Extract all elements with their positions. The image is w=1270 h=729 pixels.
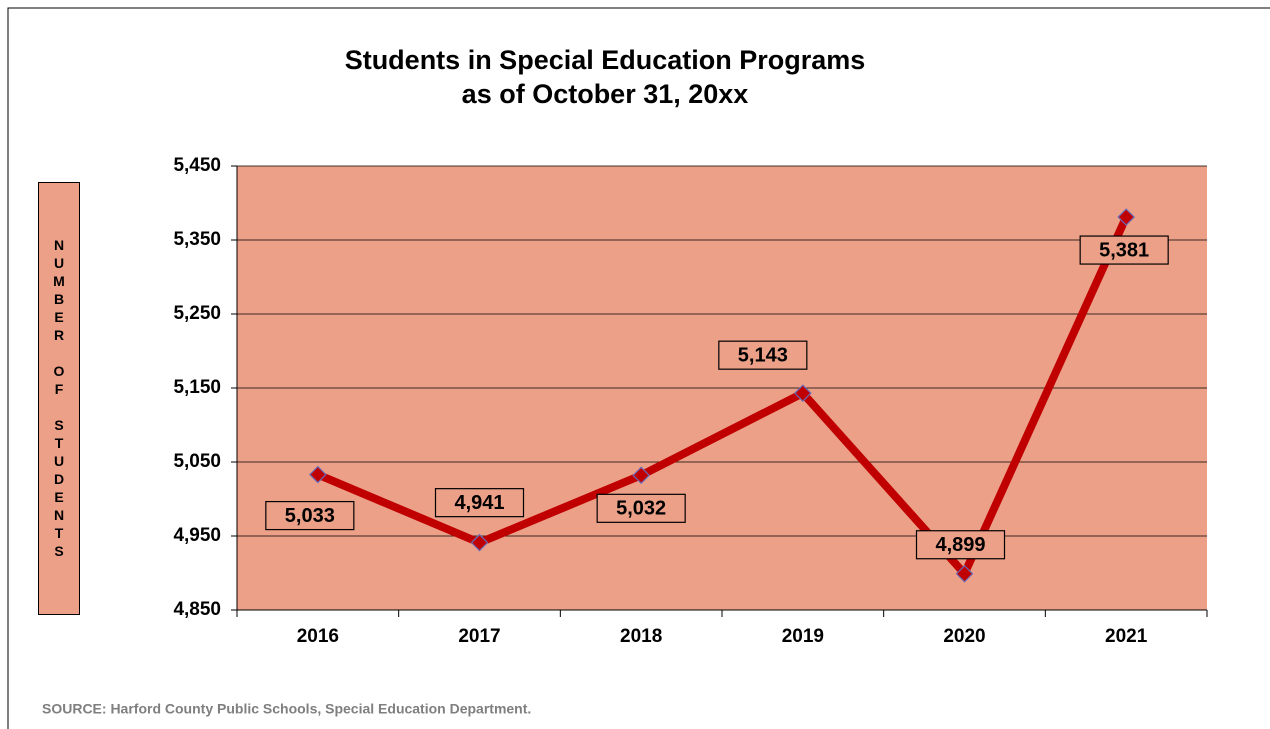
series-line	[316, 215, 1130, 578]
y-tick-label: 4,850	[173, 599, 221, 620]
y-tick-label: 5,450	[173, 155, 221, 176]
marker	[1117, 208, 1136, 226]
x-tick-label: 2020	[943, 626, 985, 647]
data-label-box	[718, 340, 808, 370]
data-label: 4,899	[935, 534, 985, 556]
data-label-box	[915, 530, 1006, 560]
data-label: 5,032	[616, 498, 666, 520]
y-tick-label: 5,250	[173, 303, 221, 324]
data-label: 5,381	[1099, 239, 1149, 261]
marker	[632, 466, 651, 485]
y-axis-label: NUMBER OF STUDENTS	[51, 236, 67, 561]
x-tick-label: 2018	[620, 626, 662, 647]
data-label-box	[596, 493, 686, 523]
data-label-box	[265, 500, 355, 531]
frame	[7, 7, 1270, 729]
x-tick-label: 2017	[458, 626, 500, 647]
chart-subtitle: as of October 31, 20xx	[462, 79, 749, 109]
marker	[470, 533, 489, 552]
marker	[955, 564, 974, 583]
y-tick-label: 5,050	[173, 451, 221, 472]
x-tick-label: 2021	[1105, 626, 1148, 647]
source: SOURCE: Harford County Public Schools, S…	[42, 701, 531, 717]
x-tick-label: 2019	[782, 626, 824, 647]
data-label: 4,941	[454, 492, 504, 514]
y-tick-label: 5,350	[173, 229, 221, 250]
chart-title: Students in Special Education Programs	[345, 45, 866, 75]
y-tick-label: 4,950	[173, 525, 221, 546]
data-label: 5,143	[738, 344, 788, 366]
x-tick-label: 2016	[297, 626, 339, 647]
y-tick-label: 5,150	[173, 377, 221, 398]
data-label-box	[434, 488, 525, 518]
data-label-box	[1079, 235, 1169, 265]
marker	[793, 384, 812, 403]
y-axis-box: NUMBER OF STUDENTS	[38, 182, 80, 615]
marker	[308, 465, 327, 484]
data-label: 5,033	[285, 505, 335, 527]
